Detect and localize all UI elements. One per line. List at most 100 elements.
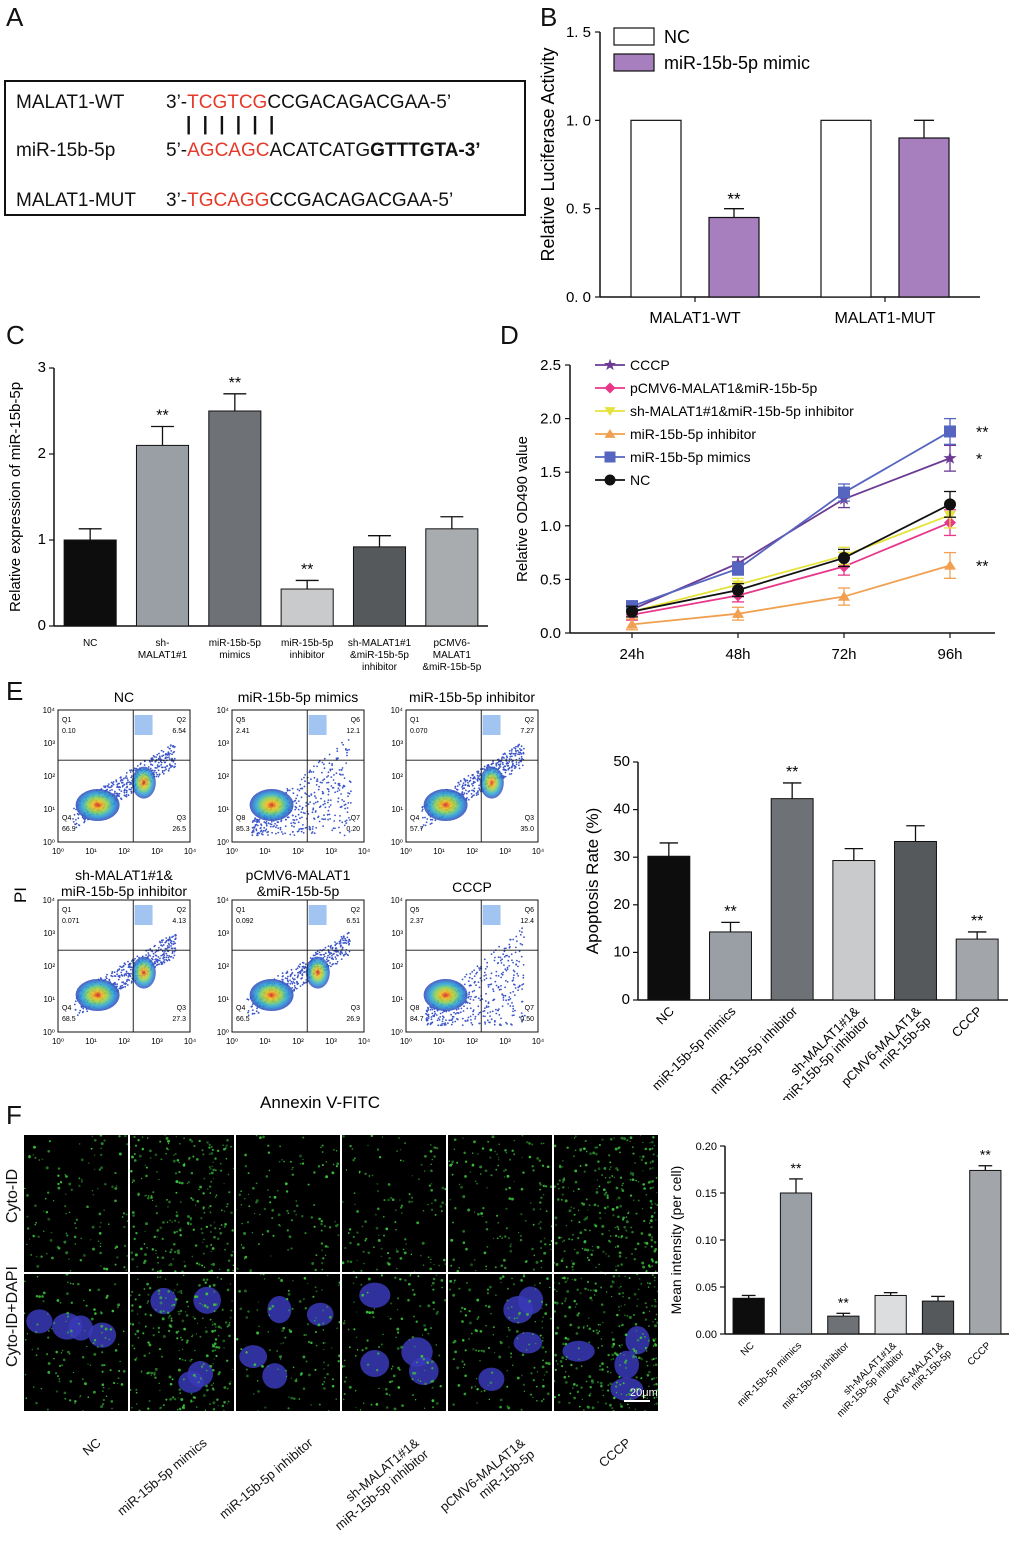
autophagosome-dot [450, 1239, 453, 1242]
autophagosome-dot [541, 1267, 543, 1269]
flow-dot [292, 981, 294, 983]
autophagosome-dot [226, 1158, 228, 1160]
autophagosome-dot [66, 1233, 67, 1234]
flow-dot [462, 785, 464, 787]
autophagosome-dot [499, 1277, 502, 1280]
autophagosome-dot [211, 1384, 213, 1386]
autophagosome-dot [123, 1212, 125, 1214]
flow-dot [292, 819, 294, 821]
autophagosome-dot [636, 1376, 638, 1378]
autophagosome-dot [517, 1377, 520, 1380]
y-axis-label: Relative Luciferase Activity [538, 47, 558, 261]
autophagosome-dot [83, 1300, 85, 1302]
autophagosome-dot [404, 1251, 407, 1254]
autophagosome-dot [449, 1289, 451, 1291]
density-core [424, 789, 468, 821]
flow-dot [266, 832, 268, 834]
flow-dot [473, 791, 475, 793]
autophagosome-dot [183, 1137, 185, 1139]
autophagosome-dot [427, 1333, 429, 1335]
autophagosome-dot [269, 1349, 271, 1351]
nucleus [360, 1350, 389, 1377]
autophagosome-dot [201, 1265, 203, 1267]
flow-dot [486, 966, 488, 968]
flow-dot [174, 746, 176, 748]
bar [209, 411, 261, 626]
autophagosome-dot [202, 1242, 203, 1243]
flow-y-tick: 10⁴ [43, 706, 56, 715]
flow-dot [511, 959, 513, 961]
autophagosome-dot [269, 1307, 272, 1310]
category-label-line: mimics [219, 650, 250, 661]
flow-dot [252, 1013, 254, 1015]
flow-dot [511, 1002, 513, 1004]
autophagosome-dot [539, 1159, 541, 1161]
flow-dot [501, 758, 503, 760]
autophagosome-dot [618, 1325, 620, 1327]
flow-dot [460, 780, 462, 782]
autophagosome-dot [651, 1215, 654, 1218]
flow-dot [158, 753, 160, 755]
flow-dot [285, 825, 287, 827]
flow-dot [256, 820, 258, 822]
flow-dot [295, 798, 297, 800]
autophagosome-dot [488, 1347, 490, 1349]
autophagosome-dot [539, 1221, 541, 1223]
legend-label: NC [630, 472, 650, 488]
flow-dot [324, 767, 326, 769]
marker-diamond [605, 383, 616, 394]
flow-x-tick: 10¹ [259, 1037, 271, 1046]
flow-x-tick: 10² [292, 1037, 304, 1046]
autophagosome-dot [81, 1179, 82, 1180]
flow-dot [496, 971, 498, 973]
autophagosome-dot [172, 1258, 174, 1260]
density-core [76, 789, 120, 821]
autophagosome-dot [267, 1189, 269, 1191]
autophagosome-dot [498, 1356, 501, 1359]
autophagosome-dot [533, 1379, 535, 1381]
flow-dot [331, 785, 333, 787]
flow-dot [144, 764, 146, 766]
flow-dot [328, 794, 330, 796]
autophagosome-dot [516, 1317, 518, 1319]
autophagosome-dot [198, 1381, 200, 1383]
flow-dot [424, 817, 426, 819]
autophagosome-dot [145, 1195, 147, 1197]
autophagosome-dot [542, 1165, 544, 1167]
autophagosome-dot [100, 1246, 101, 1247]
flow-dot [126, 786, 128, 788]
autophagosome-dot [150, 1372, 153, 1375]
autophagosome-dot [408, 1339, 410, 1341]
flow-dot [515, 952, 517, 954]
flow-dot [347, 954, 349, 956]
autophagosome-dot [651, 1236, 654, 1239]
flow-dot [343, 942, 345, 944]
autophagosome-dot [176, 1231, 178, 1233]
autophagosome-dot [314, 1320, 315, 1321]
autophagosome-dot [651, 1203, 653, 1205]
autophagosome-dot [482, 1216, 484, 1218]
autophagosome-dot [430, 1169, 433, 1172]
autophagosome-dot [543, 1399, 544, 1400]
autophagosome-dot [599, 1324, 600, 1325]
autophagosome-dot [651, 1141, 654, 1144]
autophagosome-dot [51, 1257, 54, 1260]
autophagosome-dot [93, 1342, 95, 1344]
autophagosome-dot [637, 1339, 640, 1342]
autophagosome-dot [450, 1199, 452, 1201]
flow-dot [164, 762, 166, 764]
autophagosome-dot [440, 1385, 442, 1387]
legend-label: pCMV6-MALAT1&miR-15b-5p [630, 380, 817, 396]
autophagosome-dot [320, 1223, 323, 1226]
quadrant-name: Q4 [62, 1005, 71, 1012]
flow-dot [499, 989, 501, 991]
flow-dot [289, 790, 291, 792]
density-core [250, 979, 294, 1011]
autophagosome-dot [103, 1387, 104, 1388]
autophagosome-dot [176, 1211, 178, 1213]
flow-dot [319, 952, 321, 954]
autophagosome-dot [654, 1404, 655, 1405]
autophagosome-dot [639, 1156, 640, 1157]
autophagosome-dot [525, 1260, 528, 1263]
autophagosome-dot [376, 1403, 379, 1406]
